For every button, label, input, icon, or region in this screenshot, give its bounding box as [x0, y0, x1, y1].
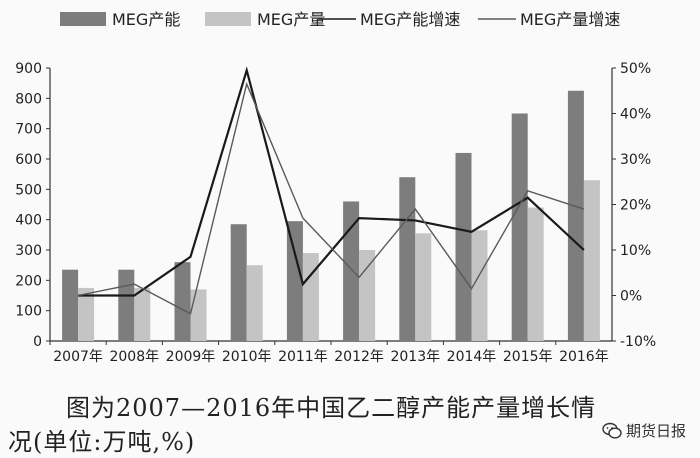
bar-MEG产能: [118, 269, 135, 341]
y-right-tick-label: -10%: [620, 334, 656, 350]
y-right-tick-label: 20%: [620, 198, 651, 214]
legend-label: MEG产能: [112, 10, 180, 29]
legend: MEG产能 MEG产量 MEG产能增速 MEG产量增速: [60, 10, 620, 29]
tick-labels: 0 100 200 300 400 500 600 700 800 900 -10% 0% 10% 20%…: [15, 61, 656, 365]
bar-MEG产能: [455, 152, 472, 341]
bar-MEG产能: [399, 177, 416, 341]
y-right-tick-label: 40%: [620, 107, 651, 123]
bar-MEG产能: [62, 269, 79, 341]
bar-MEG产量: [527, 207, 544, 341]
bar-MEG产能: [567, 90, 584, 341]
bar-MEG产量: [302, 253, 319, 341]
y-left-tick-label: 200: [15, 273, 42, 289]
y-left-tick-label: 0: [33, 334, 42, 350]
y-left-tick-label: 900: [15, 61, 42, 77]
y-left-tick-label: 600: [15, 152, 42, 168]
y-left-tick-label: 800: [15, 91, 42, 107]
watermark-text: 期货日报: [625, 422, 686, 440]
x-tick-label: 2015年: [503, 349, 553, 365]
bar-MEG产量: [359, 250, 376, 341]
y-right-tick-label: 30%: [620, 152, 651, 168]
watermark: 期货日报: [602, 420, 686, 441]
x-tick-label: 2011年: [278, 349, 328, 365]
bars: [62, 90, 600, 341]
y-left-tick-label: 300: [15, 243, 42, 259]
legend-label: MEG产能增速: [360, 10, 460, 29]
chart: MEG产能 MEG产量 MEG产能增速 MEG产量增速 0 100 200 300 400 50…: [15, 10, 656, 365]
line-MEG产能增速: [78, 66, 585, 297]
lines: [77, 66, 585, 315]
legend-swatch: [205, 12, 251, 26]
x-tick-label: 2010年: [222, 349, 272, 365]
line-MEG产量增速: [77, 81, 585, 315]
x-tick-label: 2016年: [559, 349, 609, 365]
y-left-tick-label: 700: [15, 122, 42, 138]
x-tick-label: 2012年: [334, 349, 384, 365]
y-right-tick-label: 50%: [620, 61, 651, 77]
bar-MEG产量: [415, 233, 432, 341]
x-tick-label: 2013年: [390, 349, 440, 365]
bar-MEG产量: [134, 287, 151, 341]
bar-MEG产量: [78, 287, 95, 341]
bar-MEG产量: [246, 265, 263, 341]
x-tick-label: 2014年: [447, 349, 497, 365]
bar-MEG产能: [286, 221, 303, 341]
wechat-icon: [602, 422, 622, 439]
x-tick-label: 2007年: [53, 349, 103, 365]
y-left-tick-label: 400: [15, 213, 42, 229]
y-left-tick-label: 100: [15, 304, 42, 320]
bar-MEG产量: [471, 230, 488, 341]
legend-swatch: [60, 12, 106, 26]
y-left-tick-label: 500: [15, 182, 42, 198]
legend-label: MEG产量增速: [520, 10, 620, 29]
bar-MEG产能: [343, 201, 360, 341]
caption-line-1: 图为2007—2016年中国乙二醇产能产量增长情: [66, 394, 597, 422]
bar-MEG产量: [190, 289, 207, 341]
bar-MEG产能: [230, 224, 247, 341]
y-right-tick-label: 0%: [620, 289, 642, 305]
x-tick-label: 2008年: [109, 349, 159, 365]
caption-line-2: 况(单位:万吨,%): [8, 428, 196, 456]
bar-MEG产量: [583, 180, 600, 341]
x-tick-label: 2009年: [166, 349, 216, 365]
legend-label: MEG产量: [257, 10, 325, 29]
bar-MEG产能: [174, 262, 191, 341]
bar-MEG产能: [511, 113, 528, 341]
y-right-tick-label: 10%: [620, 243, 651, 259]
